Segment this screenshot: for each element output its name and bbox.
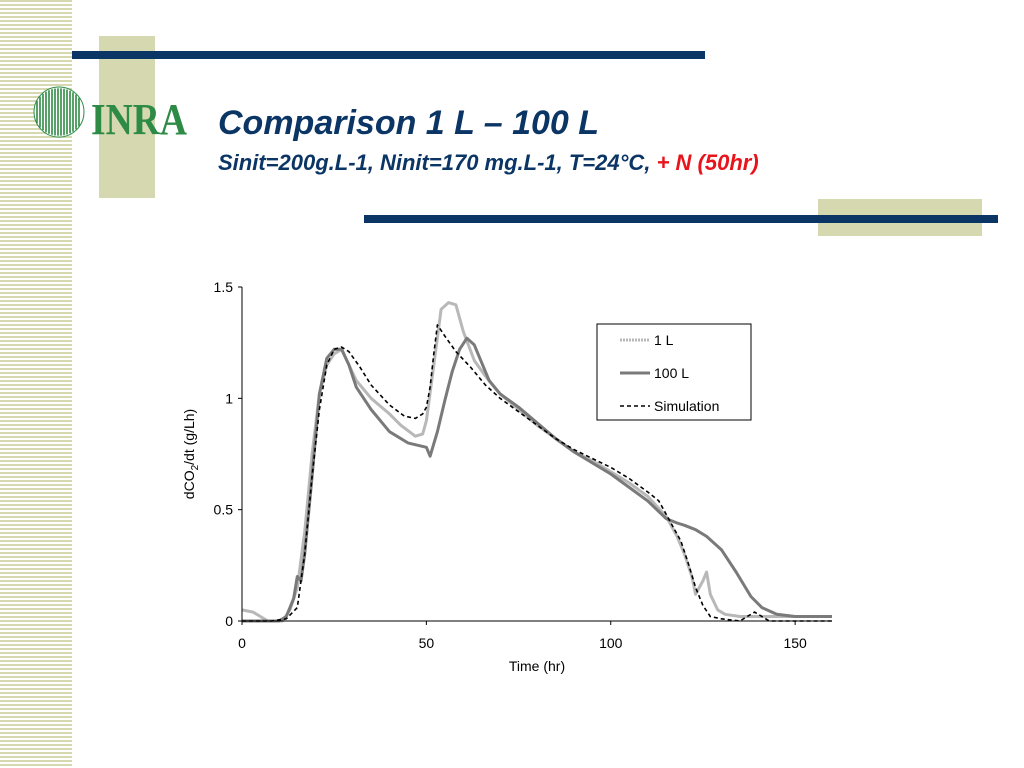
x-axis-label: Time (hr) bbox=[509, 658, 565, 674]
chart-axes bbox=[241, 287, 832, 622]
y-axis-label-part: /dt (g/Lh) bbox=[181, 409, 197, 465]
legend-label-1l: 1 L bbox=[654, 332, 674, 348]
decorative-bar-bottom bbox=[364, 215, 998, 223]
y-axis-label-part: dCO bbox=[181, 470, 197, 499]
y-tick-label: 0.5 bbox=[214, 502, 234, 518]
y-tick-label: 0 bbox=[225, 613, 233, 629]
y-tick-label: 1.5 bbox=[214, 279, 234, 295]
decorative-box-top bbox=[99, 36, 155, 198]
x-tick-label: 100 bbox=[599, 635, 623, 651]
x-tick-label: 0 bbox=[238, 635, 246, 651]
chart-legend: 1 L 100 L Simulation bbox=[596, 323, 752, 421]
plot-series bbox=[241, 301, 832, 623]
y-axis-label: dCO2/dt (g/Lh) bbox=[181, 409, 201, 499]
legend-label-100l: 100 L bbox=[654, 365, 689, 381]
subtitle-main: Sinit=200g.L-1, Ninit=170 mg.L-1, T=24°C… bbox=[218, 150, 651, 175]
y-axis-label-subscript: 2 bbox=[190, 464, 201, 470]
series-line-simulation bbox=[242, 324, 832, 622]
line-chart: 0 50 100 150 0 0.5 1 1.5 Time (hr) dCO2/dt (g/L… bbox=[181, 279, 832, 674]
inra-logo: INRA bbox=[33, 86, 187, 140]
chart-ticks: 0 50 100 150 0 0.5 1 1.5 bbox=[214, 279, 807, 651]
x-tick-label: 150 bbox=[783, 635, 807, 651]
y-tick-label: 1 bbox=[225, 390, 233, 406]
legend-label-simulation: Simulation bbox=[654, 398, 719, 414]
x-tick-label: 50 bbox=[419, 635, 435, 651]
slide-subtitle: Sinit=200g.L-1, Ninit=170 mg.L-1, T=24°C… bbox=[218, 150, 759, 176]
decorative-bar-top bbox=[72, 51, 705, 59]
slide-title: Comparison 1 L – 100 L bbox=[218, 104, 600, 142]
subtitle-accent: + N (50hr) bbox=[656, 150, 759, 175]
logo-wordmark: INRA bbox=[91, 95, 187, 140]
